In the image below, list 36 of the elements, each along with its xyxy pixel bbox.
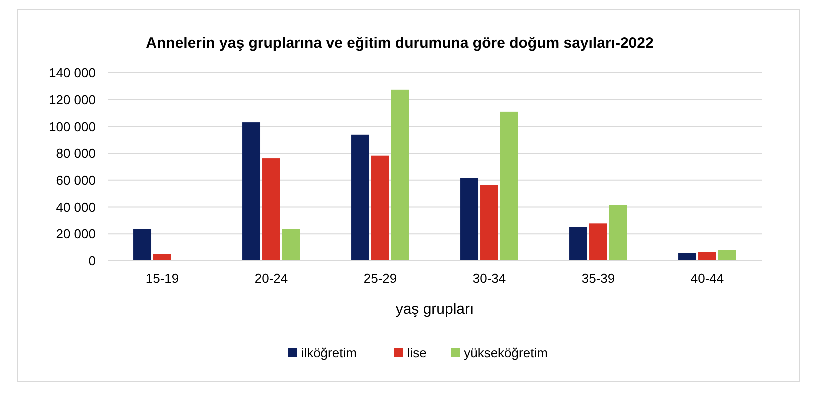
y-tick-label: 80 000 xyxy=(56,146,96,162)
bar xyxy=(609,205,628,261)
bar xyxy=(480,185,498,261)
y-tick-label: 100 000 xyxy=(49,119,96,134)
y-tick-label: 140 000 xyxy=(49,66,96,81)
bar xyxy=(460,178,479,261)
y-tick-label: 60 000 xyxy=(56,172,96,188)
x-tick-label: 35-39 xyxy=(582,271,616,286)
y-tick-label: 0 xyxy=(88,254,96,269)
bar xyxy=(282,229,300,261)
bar xyxy=(570,227,588,261)
bar xyxy=(262,158,280,261)
bar xyxy=(590,224,608,261)
y-tick-label: 120 000 xyxy=(49,92,96,108)
x-tick-label: 20-24 xyxy=(254,271,288,286)
bar xyxy=(678,253,697,261)
legend-label: ilköğretim xyxy=(301,346,357,361)
bar xyxy=(242,122,261,261)
bar xyxy=(134,229,152,261)
bar xyxy=(391,90,410,261)
y-tick-label: 20 000 xyxy=(56,226,96,242)
bar xyxy=(500,112,518,261)
x-tick-label: 30-34 xyxy=(472,271,506,286)
bar xyxy=(718,250,736,261)
bar xyxy=(352,134,370,261)
x-tick-label: 15-19 xyxy=(146,271,180,286)
bar xyxy=(154,254,172,261)
x-tick-label: 25-29 xyxy=(364,271,398,286)
bar xyxy=(698,252,716,261)
chart-title: Annelerin yaş gruplarına ve eğitim durumuna göre doğum sayıları-2022 xyxy=(146,35,654,52)
legend-label: yükseköğretim xyxy=(464,346,548,361)
y-tick-label: 40 000 xyxy=(56,200,96,215)
x-axis-title: yaş grupları xyxy=(396,301,474,318)
bar xyxy=(372,156,390,261)
x-tick-label: 40-44 xyxy=(690,271,724,286)
legend-label: lise xyxy=(407,346,427,361)
